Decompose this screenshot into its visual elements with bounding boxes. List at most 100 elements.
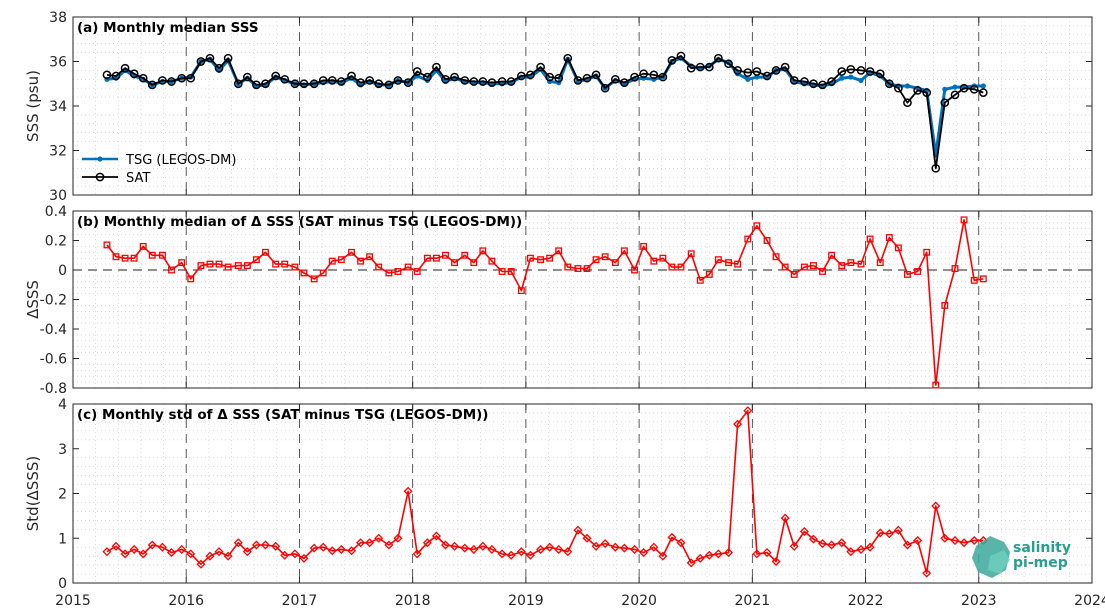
data-point bbox=[960, 216, 968, 224]
data-point bbox=[233, 79, 243, 89]
data-point bbox=[857, 260, 865, 268]
y-tick-label: 32 bbox=[49, 144, 67, 160]
data-point bbox=[432, 254, 440, 262]
data-point bbox=[922, 568, 932, 578]
data-point bbox=[876, 259, 884, 267]
data-point bbox=[103, 241, 111, 249]
data-point bbox=[583, 265, 591, 272]
legend-label: SAT bbox=[126, 171, 150, 186]
data-point bbox=[563, 53, 573, 63]
data-point bbox=[819, 268, 826, 275]
data-point bbox=[893, 525, 903, 535]
data-point bbox=[780, 62, 790, 72]
data-point bbox=[790, 270, 798, 278]
data-point bbox=[875, 528, 885, 538]
data-point bbox=[846, 64, 856, 74]
data-point bbox=[696, 276, 704, 284]
legend-marker bbox=[95, 172, 105, 182]
data-point bbox=[187, 275, 195, 283]
data-point bbox=[291, 263, 299, 271]
data-point bbox=[290, 79, 300, 89]
data-point bbox=[403, 78, 413, 87]
data-point bbox=[223, 53, 233, 63]
data-point bbox=[772, 253, 780, 261]
x-tick-label: 2022 bbox=[848, 593, 884, 609]
data-point bbox=[592, 256, 600, 264]
data-point bbox=[978, 88, 988, 98]
data-point bbox=[432, 62, 441, 72]
data-point bbox=[111, 71, 121, 81]
data-point bbox=[724, 59, 733, 69]
data-point bbox=[469, 77, 479, 86]
data-point bbox=[771, 557, 781, 567]
data-point bbox=[196, 559, 206, 569]
data-point bbox=[526, 70, 535, 80]
data-point bbox=[714, 53, 723, 63]
y-tick-label: 4 bbox=[58, 397, 67, 413]
data-point bbox=[167, 77, 176, 86]
data-point bbox=[214, 547, 224, 557]
data-point bbox=[941, 301, 949, 309]
data-point bbox=[942, 86, 948, 92]
x-tick-label: 2021 bbox=[735, 593, 771, 609]
data-point bbox=[649, 542, 659, 552]
data-point bbox=[705, 270, 713, 278]
data-point bbox=[525, 550, 535, 560]
data-point bbox=[178, 259, 186, 267]
data-point bbox=[818, 539, 828, 549]
x-tick-label: 2015 bbox=[55, 593, 91, 609]
data-point bbox=[839, 75, 845, 81]
data-point bbox=[385, 269, 393, 277]
data-point bbox=[745, 76, 751, 82]
data-point bbox=[442, 251, 449, 259]
data-point bbox=[743, 68, 753, 77]
data-point bbox=[327, 546, 337, 556]
data-point bbox=[630, 544, 640, 554]
data-point bbox=[789, 541, 799, 551]
data-point bbox=[884, 79, 894, 89]
data-point bbox=[546, 254, 554, 262]
data-point bbox=[147, 540, 157, 550]
data-point bbox=[676, 538, 686, 548]
data-point bbox=[667, 56, 677, 65]
data-point bbox=[601, 253, 609, 261]
x-tick-label: 2019 bbox=[508, 593, 544, 609]
data-point bbox=[536, 544, 546, 554]
data-point bbox=[328, 257, 336, 265]
data-point bbox=[299, 553, 309, 563]
data-point bbox=[866, 235, 874, 243]
data-point bbox=[506, 77, 516, 86]
data-point bbox=[564, 263, 572, 271]
data-point bbox=[970, 276, 978, 284]
data-point bbox=[375, 263, 383, 271]
data-point bbox=[940, 533, 950, 543]
data-point bbox=[959, 83, 969, 93]
data-point bbox=[138, 73, 148, 83]
data-point bbox=[554, 544, 564, 554]
data-point bbox=[166, 548, 177, 558]
data-point bbox=[197, 262, 205, 270]
data-point bbox=[781, 263, 789, 271]
data-point bbox=[271, 71, 281, 81]
y-tick-label: 0 bbox=[58, 576, 67, 592]
data-point bbox=[744, 235, 752, 243]
data-point bbox=[827, 540, 837, 550]
data-point bbox=[667, 532, 677, 542]
data-point bbox=[536, 62, 545, 72]
data-point bbox=[506, 550, 516, 560]
data-point bbox=[545, 542, 555, 552]
data-point bbox=[818, 80, 827, 90]
data-point bbox=[582, 533, 592, 543]
data-point bbox=[186, 73, 196, 83]
data-point bbox=[299, 79, 309, 89]
data-point bbox=[102, 547, 112, 557]
data-point bbox=[129, 544, 139, 554]
data-point bbox=[223, 551, 233, 561]
data-point bbox=[980, 83, 986, 89]
data-point bbox=[526, 254, 534, 262]
data-point bbox=[441, 74, 450, 84]
x-tick-label: 2018 bbox=[395, 593, 431, 609]
data-point bbox=[158, 76, 167, 85]
data-point bbox=[186, 549, 196, 559]
